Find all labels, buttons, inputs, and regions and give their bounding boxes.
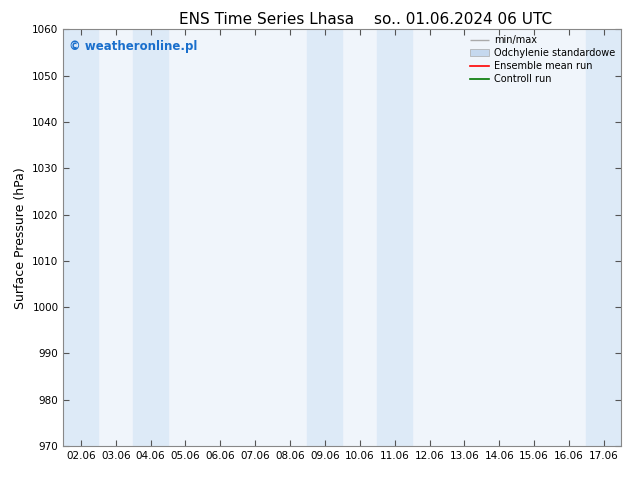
Legend: min/max, Odchylenie standardowe, Ensemble mean run, Controll run: min/max, Odchylenie standardowe, Ensembl… — [466, 31, 619, 88]
Bar — [63, 29, 98, 446]
Text: ENS Time Series Lhasa: ENS Time Series Lhasa — [179, 12, 354, 27]
Text: so.. 01.06.2024 06 UTC: so.. 01.06.2024 06 UTC — [374, 12, 552, 27]
Bar — [586, 29, 621, 446]
Y-axis label: Surface Pressure (hPa): Surface Pressure (hPa) — [14, 167, 27, 309]
Bar — [133, 29, 168, 446]
Bar — [621, 29, 634, 446]
Bar — [307, 29, 342, 446]
Bar — [377, 29, 412, 446]
Text: © weatheronline.pl: © weatheronline.pl — [69, 40, 197, 53]
